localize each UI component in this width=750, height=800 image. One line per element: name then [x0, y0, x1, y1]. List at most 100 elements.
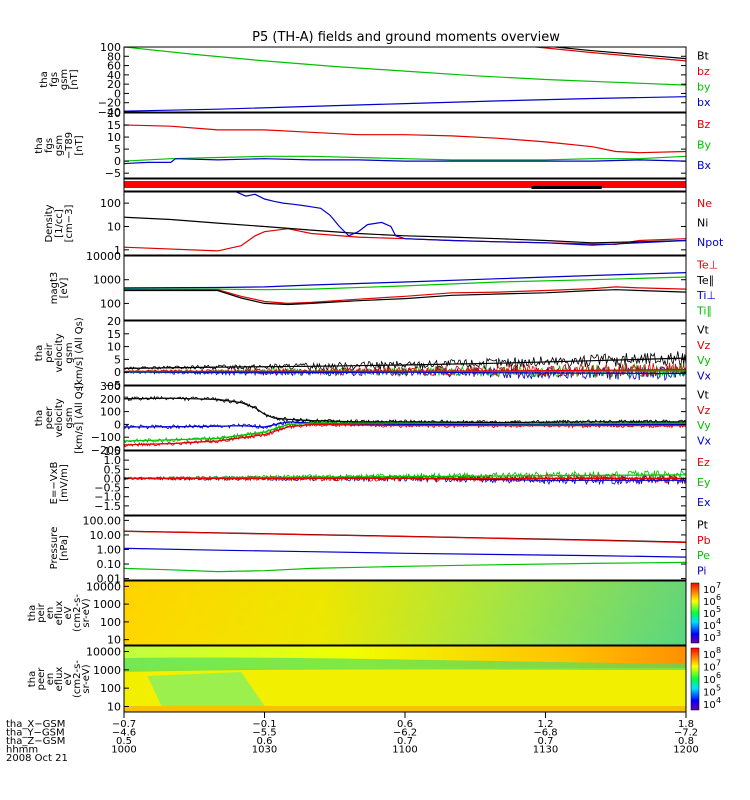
panel-pressure: 100.00 10.001.00 0.10 0.01 Pressure[nPa] Pt Pb… [49, 514, 711, 585]
x-row-value: −7.2 [674, 728, 698, 739]
legend-Npot: Npot [697, 236, 724, 249]
ylabel-peer_velocity: thapeervelocitygsm[km/s] (All Qs) [34, 382, 85, 454]
ylabel-peir_velocity-line: [km/s] (All Qs) [74, 317, 85, 389]
y-tick-label: 20 [107, 107, 121, 120]
colorbar-exponent: 7 [716, 659, 721, 668]
x-row-value: 1030 [252, 745, 277, 756]
y-tick-label: −5 [105, 379, 121, 392]
series-line-Vt [124, 357, 686, 369]
y-tick-label: 20 [107, 78, 121, 91]
noise-band-group [124, 351, 686, 382]
x-row-value: −6.8 [533, 728, 557, 739]
y-tick-label: 100 [100, 616, 121, 629]
series-group [124, 474, 686, 481]
ylabel-density-line: [1/cc] [54, 209, 65, 238]
panel-magt3: 10000 1000 100 magt3[eV] Te⊥ Te∥ Ti⊥ Ti∥ [49, 250, 718, 321]
ylabel-peer_eflux-line: sr-eV) [81, 664, 92, 693]
ylabel-peir_eflux-line: en [45, 607, 56, 620]
ylabel-peer_eflux: thapeerenefluxeV(cm2-s-sr-eV) [27, 660, 92, 698]
colorbar-label: 10 [703, 675, 716, 686]
time-axis: tha_X−GSM −0.7 −0.1 0.6 1.2 1.8 tha_Y−GSM −4.6 −… [6, 712, 699, 764]
ylabel-e_vxb-line: [mV/m] [59, 464, 70, 502]
x-row-value: 0.6 [257, 736, 273, 747]
legend-By: By [697, 138, 712, 151]
series-line-Te∥ [124, 289, 686, 306]
ylabel-fgs_t89-line: −T89 [64, 132, 75, 159]
legend-Vt: Vt [697, 324, 710, 337]
y-tick-label: 300 [100, 380, 121, 393]
ylabel-density-line: Density [44, 204, 55, 242]
series-line-Vy [124, 422, 686, 442]
legend-Vy: Vy [697, 354, 711, 367]
legend-by: by [697, 81, 711, 94]
ylabel-fgs_t89-line: fgs [44, 138, 55, 153]
y-tick-label: 1 [114, 244, 121, 257]
series-line-Vx [124, 421, 686, 428]
ylabel-peir_velocity: thapeirvelocitygsm[km/s] (All Qs) [34, 317, 85, 389]
ylabel-fgs_t89-line: tha [34, 137, 45, 153]
y-tick-label: 10 [107, 700, 121, 713]
quality-black-segment [531, 186, 602, 189]
ylabel-peer_velocity-line: gsm [64, 407, 75, 428]
ylabel-peir_eflux-line: (cm2-s- [72, 594, 83, 632]
panel-density: 100 10 1 Density[1/cc][cm−3] Ne Ni Npot [44, 191, 724, 257]
series-group [124, 530, 686, 573]
ylabel-peer_eflux-line: (cm2-s- [72, 660, 83, 698]
legend-Ti⊥: Ti⊥ [696, 289, 716, 302]
legend-Pt: Pt [697, 519, 709, 532]
y-tick-label: 1000 [93, 274, 121, 287]
ylabel-magt3: magt3[eV] [49, 272, 70, 305]
panel-frame [123, 450, 687, 516]
series-line-bx [124, 96, 686, 112]
colorbar-label: 10 [703, 633, 716, 644]
colorbar-exponent: 3 [716, 629, 721, 638]
panel-frame [123, 112, 687, 179]
y-tick-label: 10 [107, 220, 121, 233]
x-row-value: 1.2 [538, 719, 554, 730]
x-row-value: −0.1 [252, 719, 276, 730]
series-group [124, 397, 686, 446]
y-tick-label: −1.0 [94, 491, 121, 504]
colorbar-label: 10 [703, 688, 716, 699]
series-line-Pb [124, 530, 686, 544]
y-tick-label: 10000 [86, 580, 121, 593]
spectrogram-peer_eflux: 10000 1000 100 10 thapeerenefluxeV(cm2-s-sr-… [27, 645, 721, 713]
series-line-Ne [124, 228, 686, 252]
colorbar [690, 647, 700, 711]
y-tick-label: 15 [107, 328, 121, 341]
colorbar-exponent: 6 [716, 671, 721, 680]
x-row-value: 1.8 [678, 719, 694, 730]
y-tick-label: −1.5 [94, 500, 121, 513]
ylabel-peir_eflux-line: sr-eV) [81, 598, 92, 627]
quality-flag-bar [123, 178, 687, 192]
ylabel-density: Density[1/cc][cm−3] [44, 204, 75, 242]
ylabel-pressure-line: Pressure [49, 527, 60, 570]
y-tick-label: −100 [91, 431, 121, 444]
colorbar-label: 10 [703, 609, 716, 620]
y-tick-label: 0 [114, 366, 121, 379]
series-line-By [124, 155, 686, 162]
spectrogram-frame [123, 580, 687, 646]
series-group [124, 272, 686, 306]
ylabel-peer_eflux-line: tha [27, 671, 38, 687]
panel-frame [123, 191, 687, 256]
ylabel-magt3-line: magt3 [49, 272, 60, 305]
ylabel-fgs_gsm-line: tha [39, 71, 50, 87]
legend-Bt: Bt [697, 50, 710, 63]
chart-title: P5 (TH-A) fields and ground moments over… [252, 30, 560, 45]
y-tick-label: 0.0 [104, 472, 122, 485]
y-tick-label: 5 [114, 143, 121, 156]
y-tick-label: 1.0 [104, 454, 122, 467]
legend-Ne: Ne [697, 197, 712, 210]
series-line-Pi [124, 547, 686, 558]
series-group [124, 357, 686, 375]
x-row-label: tha_X−GSM [6, 719, 65, 730]
x-row-value: 0.5 [116, 736, 132, 747]
series-line-Vz [124, 369, 686, 372]
series-line-Vz [124, 423, 686, 446]
ylabel-peir_eflux-line: eV [63, 606, 74, 619]
panel-frame [123, 255, 687, 321]
legend-Pe: Pe [697, 549, 710, 562]
